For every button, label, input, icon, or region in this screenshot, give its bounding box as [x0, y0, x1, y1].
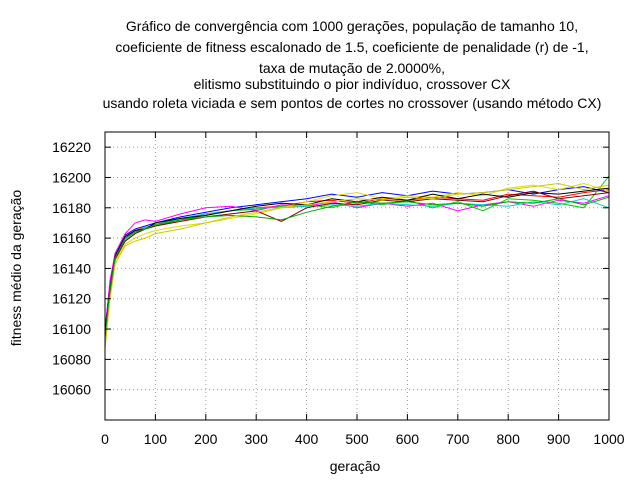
axis-ticks: [104, 132, 610, 420]
x-tick-label: 900: [547, 431, 571, 447]
y-tick-label: 16100: [52, 321, 91, 337]
chart-title-line-1: Gráfico de convergência com 1000 geraçõe…: [126, 18, 578, 34]
y-tick-label: 16220: [52, 139, 91, 155]
series-lines: [104, 175, 610, 349]
series-line-10: [104, 182, 610, 349]
y-tick-label: 16180: [52, 200, 91, 216]
chart-title-line-2: coeficiente de fitness escalonado de 1.5…: [115, 39, 588, 55]
x-tick-label: 100: [144, 431, 168, 447]
chart-title-line-3: taxa de mutação de 2.0000%,: [259, 60, 445, 76]
series-line-9: [104, 196, 610, 340]
y-tick-label: 16140: [52, 260, 91, 276]
y-axis-tick-labels: 16060 16080 16100 16120 16140 16160 16180 16200…: [52, 139, 91, 398]
x-tick-label: 200: [194, 431, 218, 447]
x-axis-tick-labels: 0 100 200 300 400 500 600 700 800 900 1000: [101, 431, 625, 447]
y-tick-label: 16080: [52, 351, 91, 367]
y-tick-label: 16160: [52, 230, 91, 246]
chart-title-line-4: elitismo substituindo o pior indivíduo, …: [194, 76, 511, 92]
series-line-8: [104, 190, 610, 339]
x-tick-label: 600: [396, 431, 420, 447]
x-tick-label: 0: [101, 431, 109, 447]
x-tick-label: 700: [446, 431, 470, 447]
y-tick-label: 16200: [52, 169, 91, 185]
series-line-7: [104, 187, 610, 336]
y-axis-label: fitness médio da geração: [8, 190, 24, 347]
series-line-6: [104, 182, 610, 348]
chart-title: Gráfico de convergência com 1000 geraçõe…: [103, 18, 602, 111]
x-tick-label: 300: [245, 431, 269, 447]
y-tick-label: 16060: [52, 382, 91, 398]
chart-title-line-5: usando roleta viciada e sem pontos de co…: [103, 95, 602, 111]
series-line-1: [104, 189, 610, 337]
x-tick-label: 500: [345, 431, 369, 447]
x-tick-label: 400: [295, 431, 319, 447]
y-tick-label: 16120: [52, 291, 91, 307]
x-tick-label: 800: [497, 431, 521, 447]
x-axis-label: geração: [330, 458, 381, 474]
x-tick-label: 1000: [593, 431, 624, 447]
grid: [104, 132, 610, 420]
